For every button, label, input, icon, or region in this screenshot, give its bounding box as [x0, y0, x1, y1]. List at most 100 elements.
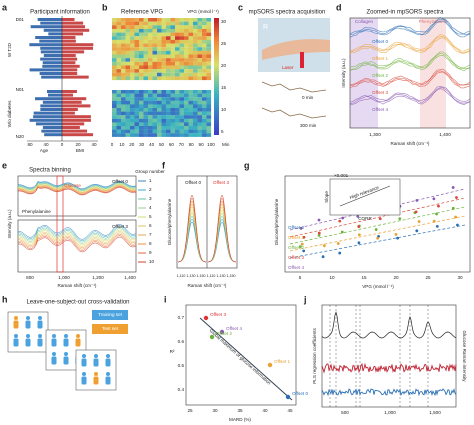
spectrum	[349, 36, 471, 53]
heat-cell	[170, 129, 176, 134]
heat-cell	[188, 129, 194, 134]
heat-cell	[179, 72, 185, 77]
heat-cell	[170, 108, 176, 112]
heat-cell	[130, 126, 135, 130]
heat-cell	[139, 133, 144, 137]
heat-cell	[175, 69, 180, 73]
heat-cell	[134, 133, 140, 137]
heat-cell	[170, 76, 176, 81]
offset-label: Offset 3	[210, 312, 226, 317]
bar	[62, 97, 87, 101]
heat-cell	[121, 97, 126, 101]
heat-cell	[121, 21, 126, 26]
heat-cell	[112, 115, 117, 119]
offset-label: Offset 4	[288, 265, 304, 270]
point	[456, 223, 459, 227]
heat-cell	[143, 111, 149, 116]
heat-cell	[184, 104, 189, 109]
bar	[62, 133, 94, 137]
heat-cell	[166, 54, 171, 59]
point	[302, 235, 306, 239]
curve	[178, 221, 206, 263]
heat-cell	[161, 25, 167, 29]
heat-cell	[134, 47, 140, 51]
heat-cell	[166, 69, 171, 73]
heat-cell	[130, 97, 135, 101]
heat-cell	[188, 115, 194, 119]
heat-cell	[121, 72, 126, 77]
heat-cell	[139, 72, 144, 77]
heat-cell	[206, 32, 212, 37]
heat-cell	[157, 43, 162, 48]
heat-cell	[116, 104, 122, 109]
heat-cell	[134, 90, 140, 94]
heat-cell	[143, 65, 149, 70]
heat-cell	[202, 61, 207, 66]
heat-cell	[197, 133, 203, 137]
heat-cell	[175, 126, 180, 130]
time-label: 300 min	[300, 123, 317, 128]
point	[317, 231, 321, 235]
spectrum	[261, 81, 327, 93]
heat-cell	[112, 69, 117, 73]
band	[350, 18, 378, 128]
heat-cell	[148, 61, 153, 66]
heat-cell	[188, 100, 194, 105]
heat-cell	[116, 61, 122, 66]
heat-cell	[134, 104, 140, 109]
heat-cell	[202, 69, 207, 73]
curve	[208, 221, 236, 263]
offset-label: Offset 3	[112, 224, 128, 229]
heat-cell	[197, 111, 203, 116]
heat-cell	[202, 115, 207, 119]
point	[415, 229, 419, 233]
heat-cell	[175, 25, 180, 29]
heat-cell	[193, 61, 198, 66]
panel-g: g ×0.001 Slope CORR High relevance Offse…	[244, 160, 471, 289]
heat-cell	[179, 54, 185, 59]
heat-cell	[202, 122, 207, 127]
curve	[321, 311, 457, 339]
heat-cell	[116, 43, 122, 48]
heat-cell	[197, 54, 203, 59]
bar	[39, 39, 62, 43]
curve	[207, 206, 237, 263]
heat-cell	[121, 76, 126, 81]
heat-cell	[157, 126, 162, 130]
heat-cell	[188, 97, 194, 101]
x-tick-label: 1,000	[58, 275, 70, 280]
heat-cell	[134, 43, 140, 48]
heat-cell	[179, 32, 185, 37]
colorbar-title: VPG (mmol l⁻¹)	[187, 9, 219, 14]
heat-cell	[148, 76, 153, 81]
heat-cell	[143, 97, 149, 101]
panel-label: e	[2, 160, 7, 170]
heat-cell	[161, 72, 167, 77]
heat-cell	[175, 36, 180, 40]
person-head	[38, 316, 42, 320]
heat-cell	[161, 36, 167, 40]
heat-cell	[134, 21, 140, 26]
heat-cell	[148, 108, 153, 112]
heat-cell	[184, 97, 189, 101]
bar	[42, 100, 62, 104]
heat-cell	[125, 108, 131, 112]
heat-cell	[112, 65, 117, 70]
legend-label: 6	[149, 223, 152, 228]
point	[317, 234, 321, 237]
heat-cell	[193, 32, 198, 37]
heat-cell	[139, 126, 144, 130]
heat-cell	[134, 54, 140, 59]
heat-cell	[130, 115, 135, 119]
heat-cell	[112, 54, 117, 59]
heat-cell	[206, 36, 212, 40]
offset-label: Offset 3	[213, 180, 229, 185]
heat-cell	[202, 65, 207, 70]
heat-cell	[161, 58, 167, 62]
heat-cell	[166, 43, 171, 48]
heat-cell	[175, 18, 180, 22]
heat-cell	[206, 122, 212, 127]
heat-cell	[206, 18, 212, 22]
heat-cell	[112, 129, 117, 134]
heat-cell	[125, 97, 131, 101]
